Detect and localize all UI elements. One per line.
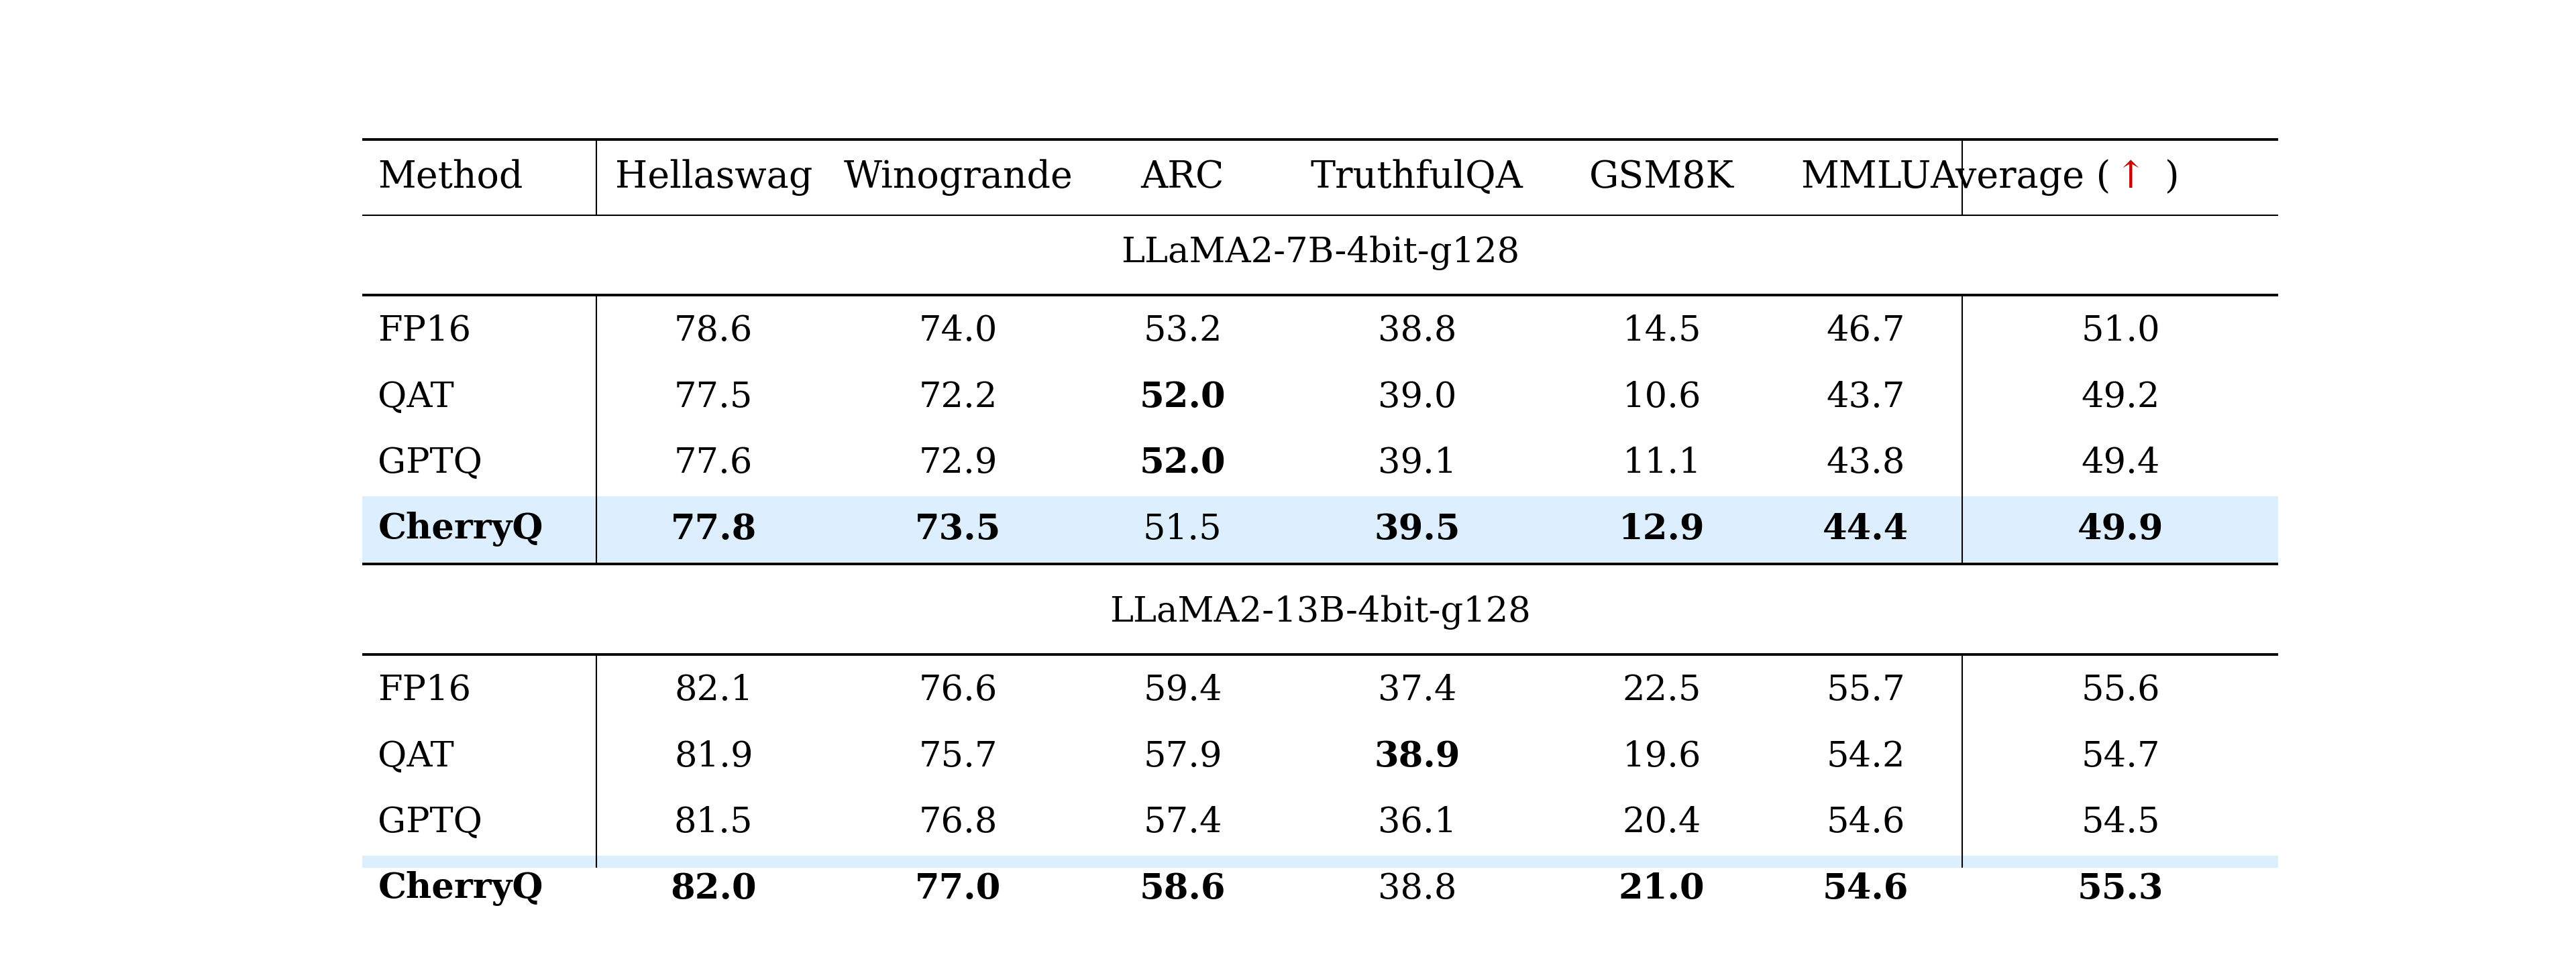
Text: ↑: ↑ [2115, 159, 2146, 196]
Text: 53.2: 53.2 [1144, 314, 1221, 348]
Text: 43.7: 43.7 [1826, 380, 1906, 414]
Text: FP16: FP16 [379, 314, 471, 348]
Text: 39.1: 39.1 [1378, 446, 1455, 481]
Text: 55.3: 55.3 [2076, 872, 2164, 906]
Text: LLaMA2-13B-4bit-g128: LLaMA2-13B-4bit-g128 [1110, 595, 1530, 630]
Text: 36.1: 36.1 [1378, 805, 1455, 839]
Text: 52.0: 52.0 [1139, 380, 1226, 414]
Text: 11.1: 11.1 [1623, 446, 1700, 481]
Text: GPTQ: GPTQ [379, 805, 482, 839]
Text: QAT: QAT [379, 380, 453, 414]
Text: 72.2: 72.2 [920, 380, 997, 414]
Text: 76.6: 76.6 [920, 674, 997, 708]
Text: 38.8: 38.8 [1378, 872, 1455, 906]
Text: 43.8: 43.8 [1826, 446, 1906, 481]
Text: 20.4: 20.4 [1623, 805, 1700, 839]
Text: 49.4: 49.4 [2081, 446, 2159, 481]
Text: 39.5: 39.5 [1373, 512, 1461, 546]
Text: 54.2: 54.2 [1826, 740, 1906, 774]
Text: 77.0: 77.0 [914, 872, 1002, 906]
Text: 54.6: 54.6 [1826, 805, 1906, 839]
Text: Average (: Average ( [1929, 159, 2110, 196]
Text: GPTQ: GPTQ [379, 446, 482, 481]
Text: Winogrande: Winogrande [845, 159, 1074, 196]
Text: LLaMA2-7B-4bit-g128: LLaMA2-7B-4bit-g128 [1121, 236, 1520, 270]
Text: Method: Method [379, 159, 523, 196]
Text: 72.9: 72.9 [920, 446, 997, 481]
Bar [361, 496, 2277, 563]
Text: 37.4: 37.4 [1378, 674, 1455, 708]
Text: ): ) [2164, 159, 2179, 196]
Text: 58.6: 58.6 [1139, 872, 1226, 906]
Text: 78.6: 78.6 [675, 314, 752, 348]
Text: CherryQ: CherryQ [379, 512, 544, 547]
Text: 49.2: 49.2 [2081, 380, 2159, 414]
Text: ARC: ARC [1141, 159, 1224, 196]
Text: 22.5: 22.5 [1623, 674, 1700, 708]
Text: 77.6: 77.6 [675, 446, 752, 481]
Text: 82.1: 82.1 [675, 674, 752, 708]
Text: 38.9: 38.9 [1373, 740, 1461, 774]
Text: 55.7: 55.7 [1826, 674, 1906, 708]
Text: 76.8: 76.8 [920, 805, 997, 839]
Text: GSM8K: GSM8K [1589, 159, 1734, 196]
Text: 57.4: 57.4 [1144, 805, 1221, 839]
Text: 14.5: 14.5 [1623, 314, 1700, 348]
Text: 81.5: 81.5 [675, 805, 752, 839]
Text: 49.9: 49.9 [2076, 512, 2164, 546]
Text: 54.5: 54.5 [2081, 805, 2159, 839]
Text: 38.8: 38.8 [1378, 314, 1455, 348]
Text: 81.9: 81.9 [675, 740, 752, 774]
Text: 44.4: 44.4 [1824, 512, 1909, 546]
Text: 51.5: 51.5 [1144, 512, 1221, 546]
Text: 46.7: 46.7 [1826, 314, 1906, 348]
Text: QAT: QAT [379, 740, 453, 774]
Text: Hellaswag: Hellaswag [616, 159, 811, 196]
Text: 54.7: 54.7 [2081, 740, 2159, 774]
Text: 82.0: 82.0 [670, 872, 757, 906]
Text: 74.0: 74.0 [920, 314, 997, 348]
Text: 21.0: 21.0 [1618, 872, 1705, 906]
Text: 39.0: 39.0 [1378, 380, 1455, 414]
Text: FP16: FP16 [379, 674, 471, 708]
Text: 55.6: 55.6 [2081, 674, 2159, 708]
Text: CherryQ: CherryQ [379, 872, 544, 906]
Text: 12.9: 12.9 [1618, 512, 1705, 546]
Text: 51.0: 51.0 [2081, 314, 2159, 348]
Text: 57.9: 57.9 [1144, 740, 1221, 774]
Text: 77.5: 77.5 [675, 380, 752, 414]
Text: 52.0: 52.0 [1139, 446, 1226, 481]
Text: 10.6: 10.6 [1623, 380, 1700, 414]
Text: 77.8: 77.8 [670, 512, 757, 546]
Text: 19.6: 19.6 [1623, 740, 1700, 774]
Text: 59.4: 59.4 [1144, 674, 1221, 708]
Text: TruthfulQA: TruthfulQA [1311, 159, 1522, 196]
Text: 73.5: 73.5 [914, 512, 1002, 546]
Text: MMLU: MMLU [1801, 159, 1932, 196]
Bar [361, 856, 2277, 921]
Text: 75.7: 75.7 [920, 740, 997, 774]
Text: 54.6: 54.6 [1821, 872, 1909, 906]
